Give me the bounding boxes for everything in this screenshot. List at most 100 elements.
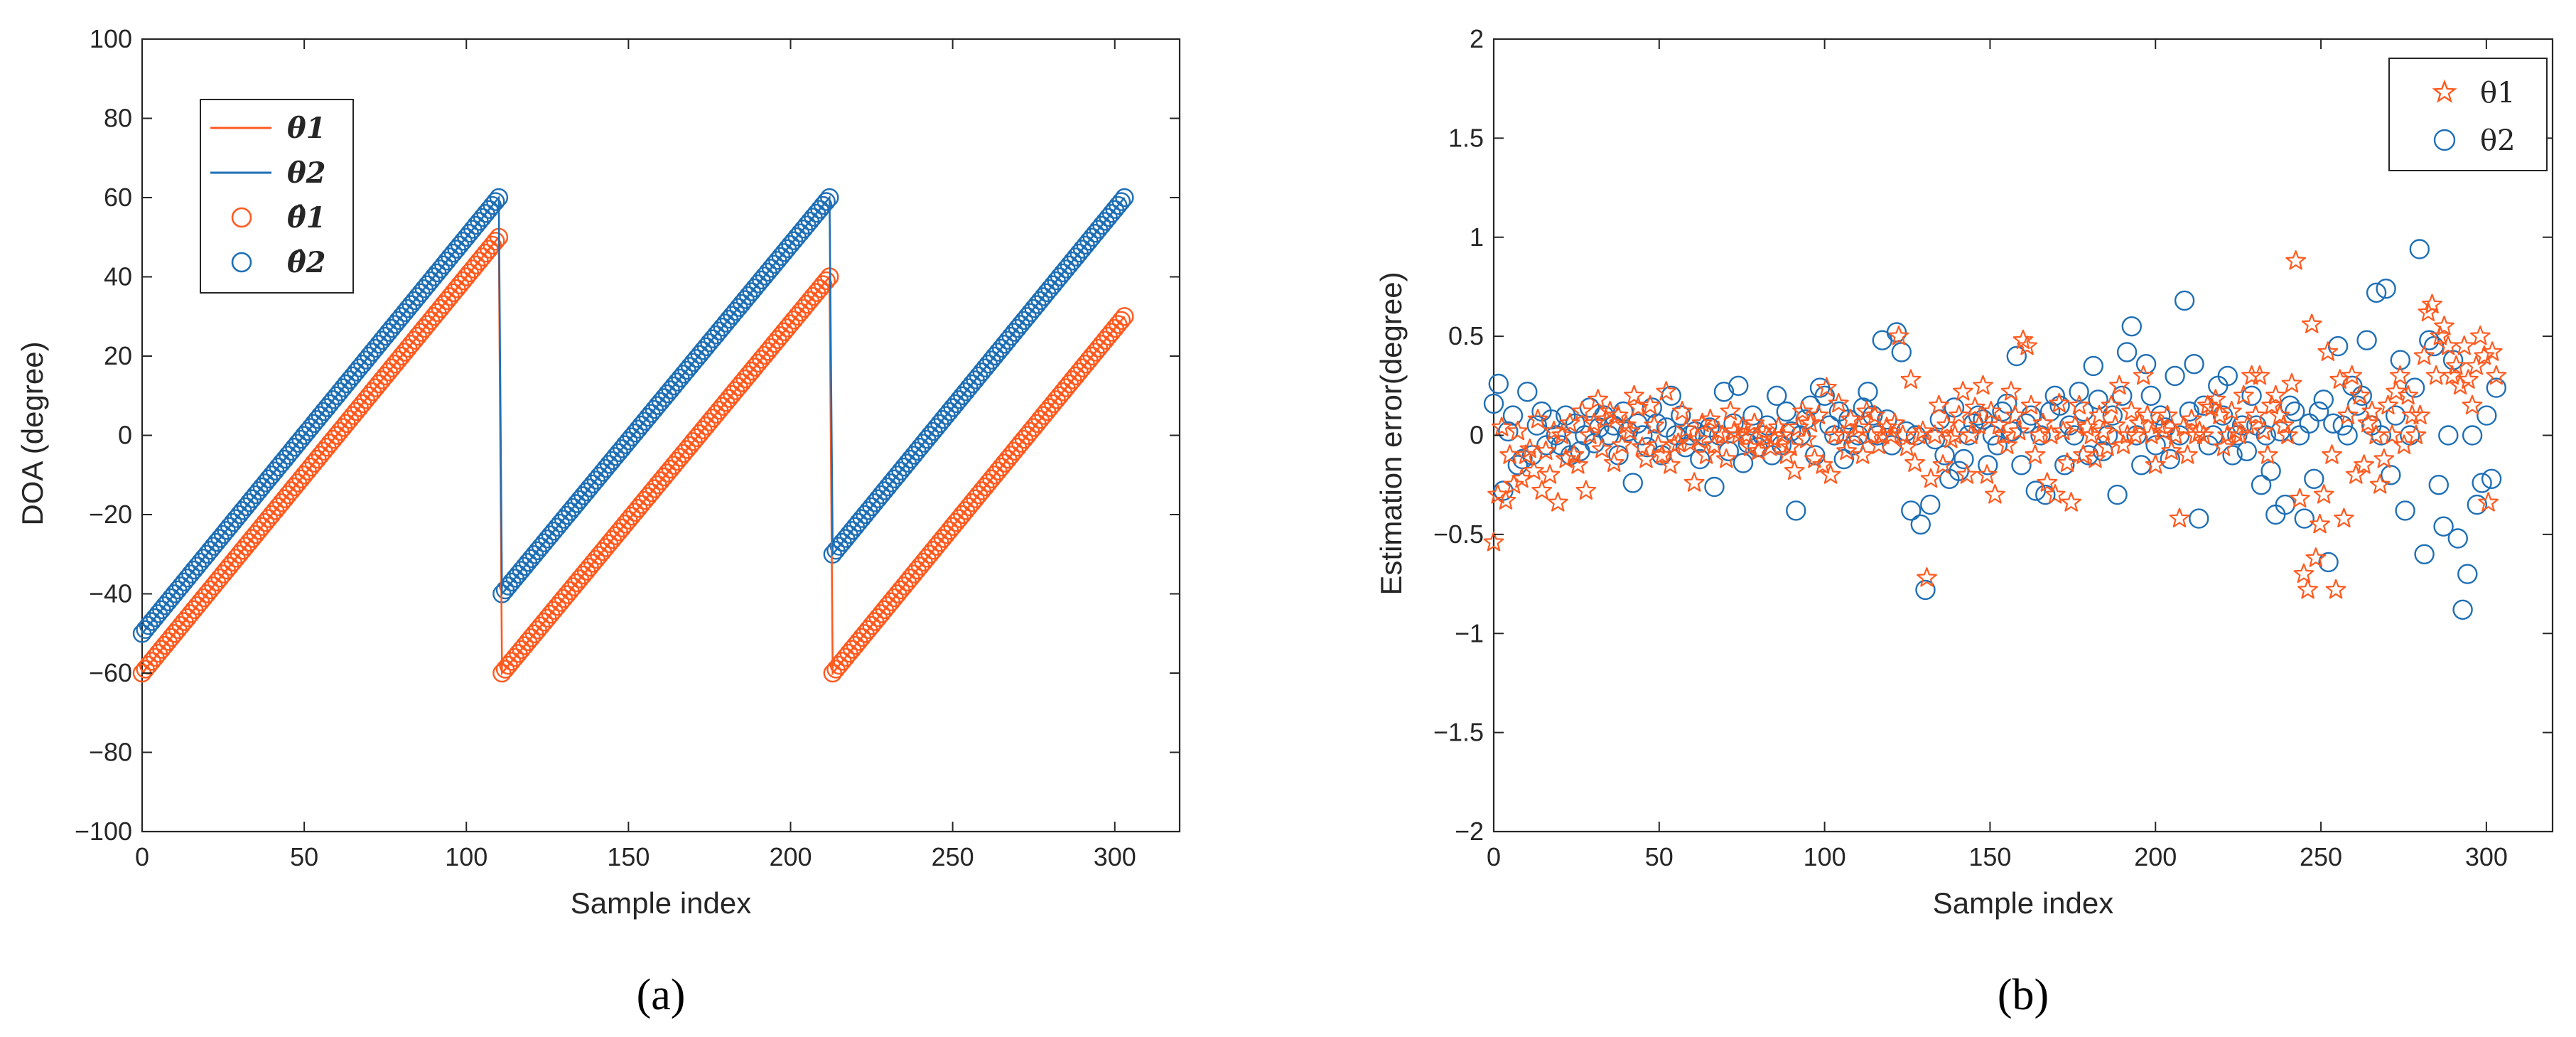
data-point [1917,567,1937,587]
series-theta1-markers [1483,250,2507,599]
data-point [2305,547,2327,567]
data-point [1864,404,1885,425]
data-point [1517,382,1538,402]
data-point [2481,468,2502,489]
data-point [2097,436,2118,456]
data-point [2337,425,2358,446]
data-point [1700,409,1721,429]
data-point [1507,420,1529,441]
data-point [1973,375,1993,395]
data-point [2433,516,2454,537]
y-tick-label: −1.5 [1433,718,1484,747]
data-point [1964,397,1985,417]
data-point [2322,444,2342,464]
y-tick-label: 0 [1470,421,1484,450]
data-point [2273,414,2295,435]
data-point [2419,330,2440,350]
data-point [1115,188,1134,208]
data-point [2469,326,2491,345]
data-point [1622,473,1644,493]
data-point [2446,355,2467,375]
data-point [817,192,836,211]
data-point [1884,412,1905,433]
legend-swatch-star [2432,79,2457,103]
legend-box [200,99,354,294]
chart-b-panel-label: (b) [1998,971,2049,1019]
legend-box [2388,58,2548,171]
data-point [2253,420,2274,441]
data-point [1982,425,2003,446]
data-point [486,232,505,251]
x-tick-label: 0 [135,842,149,871]
data-point [1996,434,2017,454]
data-point [1776,444,1797,464]
data-point [2281,372,2302,393]
data-point [2401,404,2423,425]
data-point [2413,345,2435,365]
data-point [2109,375,2130,395]
series-theta2-hat-markers [132,188,1134,643]
data-point [2289,488,2310,508]
data-point [2169,507,2190,528]
x-tick-label: 0 [1487,842,1501,871]
data-point [2179,401,2200,422]
data-point [2257,444,2278,464]
legend-entry-label: θ1 [2480,77,2516,109]
data-point [1659,454,1681,474]
data-point [1920,468,1941,488]
data-point [1904,452,1925,473]
y-tick-label: −60 [89,658,132,687]
data-point [2140,385,2162,406]
x-tick-label: 50 [290,842,318,871]
data-point [2117,424,2138,444]
data-point [1814,385,1836,406]
chart-b-ticks: 0 50 100 150 200 250 300 −2 −1.5 −1 −0.5 0 0.5 1 1.5 2 [1433,24,2553,871]
y-tick-label: 0.5 [1448,321,1484,350]
data-point [2285,250,2307,270]
data-point [2450,375,2471,395]
data-point [2241,385,2262,406]
data-point [2153,420,2174,441]
data-point [1792,400,1813,421]
data-point [2393,434,2415,454]
data-point [2357,412,2378,433]
data-point [2265,385,2286,405]
data-point [1820,464,1841,484]
data-point [1764,428,1785,448]
data-point [1535,440,1556,461]
x-tick-label: 200 [769,842,812,871]
data-point [2149,414,2170,435]
data-point [1772,424,1793,444]
data-point [2265,504,2286,525]
data-point [1852,444,1873,464]
data-point [2189,508,2209,529]
data-point [2161,440,2182,461]
y-tick-label: −0.5 [1433,520,1484,549]
data-point [2313,389,2334,410]
data-point [2414,544,2435,564]
data-point [2457,369,2479,389]
data-point [2434,316,2454,335]
data-point [2318,552,2339,573]
data-point [1671,400,1693,421]
data-point [2236,441,2258,461]
data-point [2373,448,2395,468]
data-point [1953,448,1974,470]
data-point [2467,494,2488,515]
data-point [1656,381,1677,401]
data-point [2185,424,2206,444]
x-tick-label: 250 [2300,842,2342,871]
data-point [1796,428,1817,448]
data-point [1976,464,1998,484]
data-point [2351,385,2373,406]
data-point [1612,434,1632,454]
data-point [2299,413,2319,434]
data-point [2371,425,2392,446]
data-point [1808,404,1829,425]
data-point [2150,405,2171,426]
data-point [1632,436,1653,456]
data-point [1539,464,1561,484]
data-point [2452,599,2473,620]
data-point [1592,438,1612,458]
data-point [2325,579,2346,599]
